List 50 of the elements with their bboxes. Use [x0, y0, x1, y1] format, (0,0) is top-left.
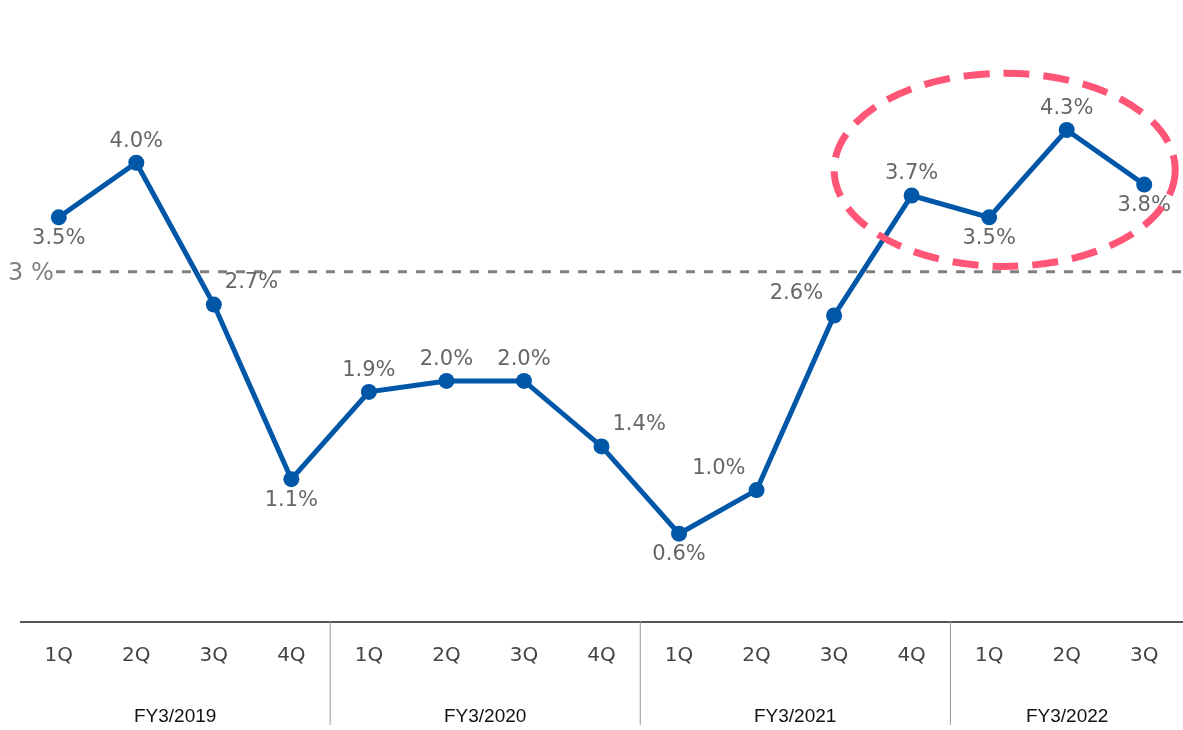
text: FY3/2021 [754, 705, 837, 726]
x-tick-label: 2Q [432, 641, 461, 666]
x-tick-label: 1Q [354, 641, 384, 666]
point [903, 187, 920, 204]
point [671, 525, 688, 542]
data-label: 0.6% [652, 541, 706, 566]
x-tick-label: 1Q [664, 641, 694, 666]
point [438, 372, 455, 389]
point [1058, 122, 1075, 139]
point [360, 383, 377, 400]
x-tick-label: 2Q [742, 641, 771, 666]
point [50, 209, 67, 226]
x-tick-label: 1Q [44, 641, 73, 666]
point [205, 296, 222, 313]
data-label: 3.7% [884, 160, 939, 185]
point [593, 438, 610, 455]
point [1136, 176, 1153, 193]
x-tick-label: 3Q [1130, 641, 1159, 666]
data-label: 4.3% [1040, 94, 1094, 119]
text: FY3/2019 [134, 705, 217, 726]
data-label: 1.9% [342, 356, 396, 381]
x-tick-label: 4Q [897, 641, 926, 666]
data-label: 1.4% [612, 411, 666, 436]
data-label: 3.5% [962, 225, 1016, 250]
data-label: 2.0% [497, 345, 551, 370]
point [981, 209, 998, 226]
ref-line-label: 3 % [8, 258, 54, 286]
data-label: 3.5% [32, 225, 86, 250]
data-label: 1.1% [264, 486, 319, 511]
x-tick-label: 1Q [974, 641, 1004, 666]
data-label: 4.0% [109, 127, 163, 152]
point [128, 154, 145, 171]
data-label: 1.0% [692, 454, 746, 479]
x-tick-label: 3Q [199, 641, 229, 666]
x-tick-label: 3Q [819, 641, 849, 666]
point [515, 372, 532, 389]
data-label: 2.6% [769, 280, 824, 305]
x-tick-label: 4Q [277, 641, 306, 666]
data-label: 2.0% [419, 345, 474, 370]
x-tick-label: 3Q [509, 641, 539, 666]
data-label: 2.7% [224, 269, 279, 294]
x-tick-label: 4Q [587, 641, 616, 666]
x-tick-label: 2Q [122, 641, 151, 666]
text: FY3/2022 [1026, 705, 1109, 726]
text: FY3/2020 [444, 705, 527, 726]
point [748, 482, 765, 499]
point [826, 307, 843, 324]
point [283, 471, 300, 488]
x-tick-label: 2Q [1052, 641, 1081, 666]
data-label: 3.8% [1117, 192, 1171, 217]
